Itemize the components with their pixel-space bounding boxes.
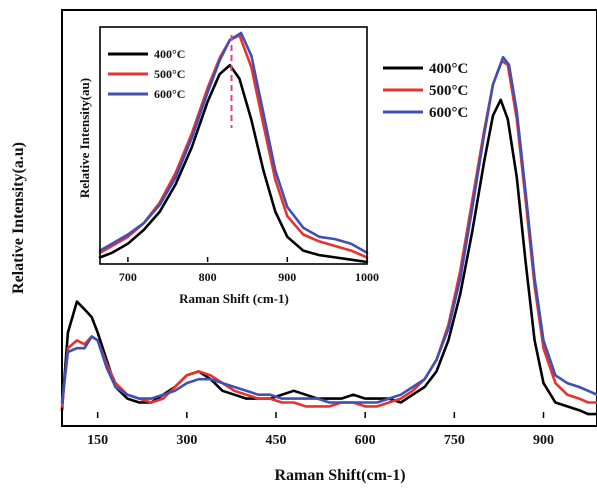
inset-y-axis-title: Relative Intensity(au) [77,78,92,198]
main-x-tick-label: 750 [444,433,465,448]
inset-series-group [98,31,369,264]
main-x-tick-label: 150 [87,433,108,448]
inset-legend-label: 600°C [154,87,185,101]
main-x-tick-label: 900 [533,433,554,448]
inset-x-tick-label: 1000 [355,270,379,284]
main-x-ticks: 150 300 450 600 750 900 [87,412,554,448]
main-y-axis-title: Relative Intensity(a.u) [10,142,27,294]
inset-x-tick-label: 900 [278,270,296,284]
inset-legend: 400°C 500°C 600°C [108,47,185,101]
main-series-line-2 [60,55,597,404]
main-legend-label: 600°C [429,105,468,121]
inset-x-ticks: 700 800 900 1000 [119,257,379,284]
main-x-tick-label: 600 [355,433,376,448]
inset-x-axis-title: Raman Shift (cm-1) [179,291,289,306]
inset-x-tick-label: 700 [119,270,137,284]
inset-plot: 700 800 900 1000 Raman Shift (cm-1) Relativ… [77,26,379,306]
inset-x-tick-label: 800 [199,270,217,284]
main-legend-label: 400°C [429,61,468,77]
inset-series-line-0 [98,63,369,264]
main-plot-frame [61,9,597,427]
inset-series-line-2 [98,31,369,255]
main-series-line-0 [60,98,597,416]
inset-legend-label: 500°C [154,67,185,81]
main-x-tick-label: 450 [266,433,287,448]
main-legend: 400°C 500°C 600°C [383,61,468,121]
main-legend-label: 500°C [429,83,468,99]
main-series-group [60,55,597,416]
main-plot: 150 300 450 600 750 900 Raman Shift(cm-1) Rel… [10,9,597,484]
main-x-tick-label: 300 [176,433,197,448]
inset-plot-frame [99,26,368,265]
inset-plot-background [100,27,367,264]
main-x-axis-title: Raman Shift(cm-1) [274,467,405,484]
inset-legend-label: 400°C [154,47,185,61]
